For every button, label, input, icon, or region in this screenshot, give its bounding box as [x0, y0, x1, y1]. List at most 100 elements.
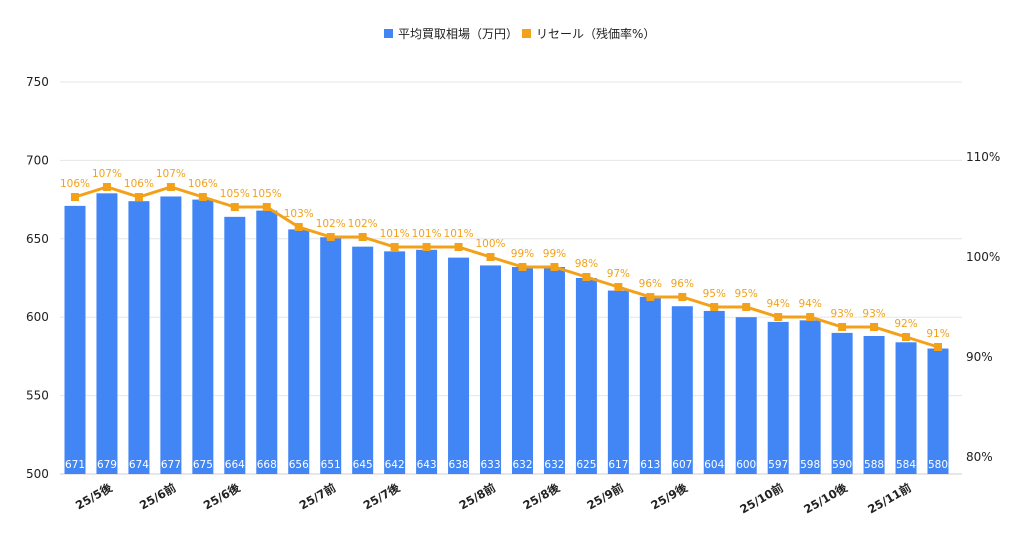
line-data-label: 96% [671, 278, 694, 290]
x-axis-tick-label: 25/6後 [201, 480, 243, 512]
bar-data-label: 677 [161, 459, 181, 471]
line-point [166, 183, 175, 191]
bar-data-label: 671 [65, 459, 85, 471]
line-data-label: 95% [703, 288, 726, 300]
line-point [422, 243, 431, 251]
line-point [550, 263, 559, 271]
bar-data-label: 638 [449, 459, 469, 471]
line-point [678, 293, 687, 301]
line-point [934, 343, 942, 351]
x-axis-tick-label: 25/7後 [361, 480, 403, 512]
left-axis-tick-label: 550 [26, 389, 49, 403]
line-data-label: 100% [476, 238, 506, 250]
bar-data-label: 613 [640, 459, 660, 471]
bar-data-label: 597 [768, 459, 788, 471]
line-data-label: 106% [60, 178, 90, 190]
line-point [326, 233, 335, 241]
bar-data-label: 584 [896, 459, 916, 471]
right-axis-tick-label: 90% [966, 350, 993, 364]
bar [767, 321, 789, 474]
left-axis-tick-label: 700 [26, 153, 49, 167]
line-point [486, 253, 495, 261]
bar-data-label: 580 [928, 459, 948, 471]
line-data-label: 93% [830, 308, 853, 320]
bar-data-label: 651 [321, 459, 341, 471]
bar [480, 265, 502, 474]
line-point [71, 193, 79, 201]
bar [288, 229, 310, 474]
x-axis-tick-label: 25/8後 [521, 480, 563, 512]
bar [607, 290, 629, 474]
x-axis-tick-label: 25/5後 [73, 480, 115, 512]
bar-data-label: 668 [257, 459, 277, 471]
x-axis-tick-label: 25/11前 [865, 480, 914, 516]
line-point [518, 263, 527, 271]
line-data-label: 98% [575, 258, 598, 270]
bar-data-label: 643 [417, 459, 437, 471]
left-axis-tick-label: 750 [26, 75, 49, 89]
bar [575, 278, 597, 474]
bar-data-label: 679 [97, 459, 117, 471]
legend-swatch-line [522, 29, 531, 38]
bar-data-label: 674 [129, 459, 149, 471]
bar-data-label: 600 [736, 459, 756, 471]
legend-label-bar: 平均買取相場（万円） [398, 27, 518, 41]
line-point [710, 303, 719, 311]
line-data-label: 101% [444, 228, 474, 240]
line-data-label: 105% [252, 188, 282, 200]
bar [416, 249, 438, 474]
bar [831, 332, 853, 474]
line-point [134, 193, 143, 201]
x-axis-tick-label: 25/10前 [737, 480, 786, 516]
line-point [198, 193, 207, 201]
line-data-label: 95% [735, 288, 758, 300]
x-axis-tick-label: 25/10後 [801, 480, 850, 516]
legend-label-line: リセール（残価率%） [536, 26, 655, 41]
bar [863, 336, 885, 474]
line-data-label: 101% [412, 228, 442, 240]
line-point [614, 283, 623, 291]
line-point [262, 203, 271, 211]
line-point [390, 243, 399, 251]
bar-data-label: 598 [800, 459, 820, 471]
x-axis-tick-label: 25/8前 [457, 480, 499, 512]
line-point [454, 243, 463, 251]
line-data-label: 94% [798, 298, 821, 310]
line-point [646, 293, 655, 301]
line-point [870, 323, 879, 331]
bar-data-label: 607 [672, 459, 692, 471]
bar [320, 237, 342, 474]
bar [352, 246, 374, 474]
bar-data-label: 632 [512, 459, 532, 471]
line-point [358, 233, 367, 241]
line-point [294, 223, 303, 231]
line-point [806, 313, 815, 321]
right-axis-tick-label: 110% [966, 150, 1000, 164]
line-data-label: 103% [284, 208, 314, 220]
line-data-label: 96% [639, 278, 662, 290]
bar [927, 348, 949, 474]
bar [543, 267, 565, 474]
bar [895, 342, 917, 474]
line-data-label: 99% [511, 248, 534, 260]
bar [224, 216, 246, 474]
line-data-label: 91% [926, 328, 949, 340]
line-point [902, 333, 911, 341]
line-point [230, 203, 239, 211]
left-axis-tick-label: 650 [26, 232, 49, 246]
bar-data-label: 664 [225, 459, 245, 471]
legend-swatch-bar [384, 29, 393, 38]
bar [448, 257, 470, 474]
line-data-label: 107% [92, 168, 122, 180]
x-axis-tick-label: 25/7前 [297, 480, 339, 512]
bar-data-label: 675 [193, 459, 213, 471]
line-point [774, 313, 783, 321]
line-data-label: 102% [316, 218, 346, 230]
bar-data-label: 656 [289, 459, 309, 471]
x-axis-tick-label: 25/6前 [137, 480, 179, 512]
bar [256, 210, 278, 475]
bar [96, 193, 118, 474]
bar [64, 205, 86, 474]
